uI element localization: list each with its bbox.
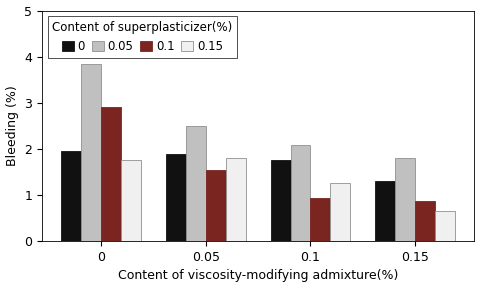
Bar [271,160,290,241]
Bar [311,198,330,241]
Bar [206,170,226,241]
Bar [395,158,415,241]
Bar [375,181,395,241]
Legend: 0, 0.05, 0.1, 0.15: 0, 0.05, 0.1, 0.15 [48,16,238,58]
Bar [290,145,311,241]
Bar [101,107,121,241]
Bar [186,126,206,241]
Y-axis label: Bleeding (%): Bleeding (%) [6,86,19,166]
Bar [330,183,350,241]
Bar [415,200,435,241]
Bar [121,160,141,241]
X-axis label: Content of viscosity-modifying admixture(%): Content of viscosity-modifying admixture… [118,270,398,283]
Bar [435,211,455,241]
Bar [166,154,186,241]
Bar [226,158,246,241]
Bar [61,151,82,241]
Bar [82,64,101,241]
